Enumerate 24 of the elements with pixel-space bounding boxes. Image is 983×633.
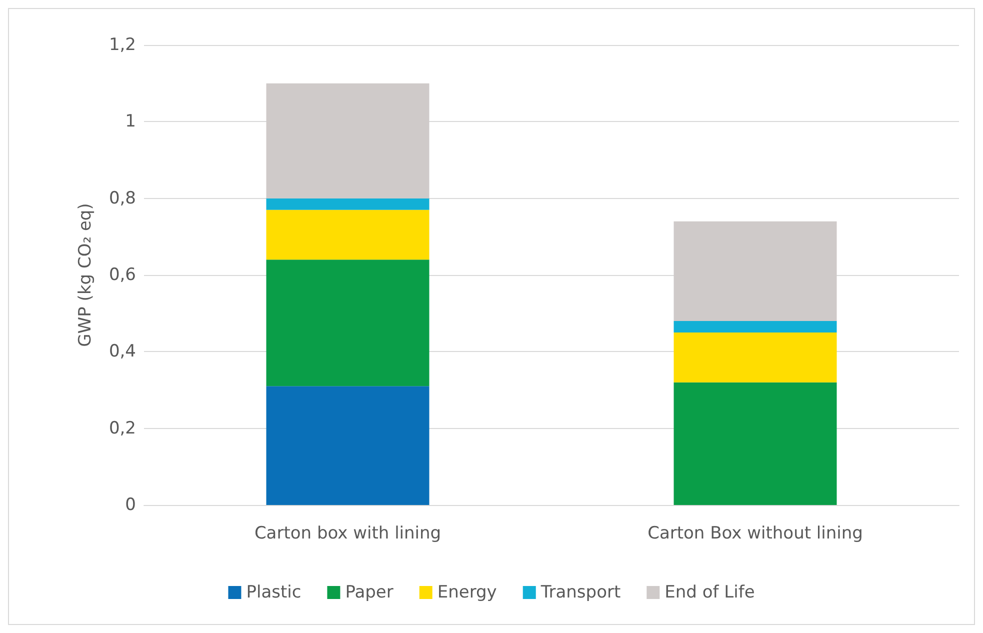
bar (266, 386, 430, 505)
y-tick-label: 0,6 (108, 265, 136, 285)
legend-label: Transport (540, 582, 621, 602)
x-tick-label: Carton Box without lining (648, 524, 863, 544)
bar (266, 83, 430, 198)
bar (674, 221, 837, 321)
y-tick-label: 0 (125, 495, 136, 515)
y-tick-label: 0,4 (108, 342, 136, 362)
legend-label: Energy (437, 582, 497, 602)
bar (266, 210, 430, 260)
y-tick-label: 0,2 (108, 418, 136, 438)
legend-label: Paper (345, 582, 394, 602)
bar (266, 260, 430, 386)
x-tick-label: Carton box with lining (254, 524, 442, 544)
y-tick-label: 1 (125, 112, 136, 132)
bar (266, 198, 430, 210)
bar (674, 321, 837, 332)
bar (674, 332, 837, 382)
legend-label: Plastic (246, 582, 302, 602)
y-axis-title: GWP (kg CO₂ eq) (76, 203, 96, 347)
legend-label: End of Life (664, 582, 755, 602)
bar (674, 382, 837, 505)
y-tick-label: 0,8 (108, 188, 136, 208)
y-tick-label: 1,2 (108, 35, 136, 55)
